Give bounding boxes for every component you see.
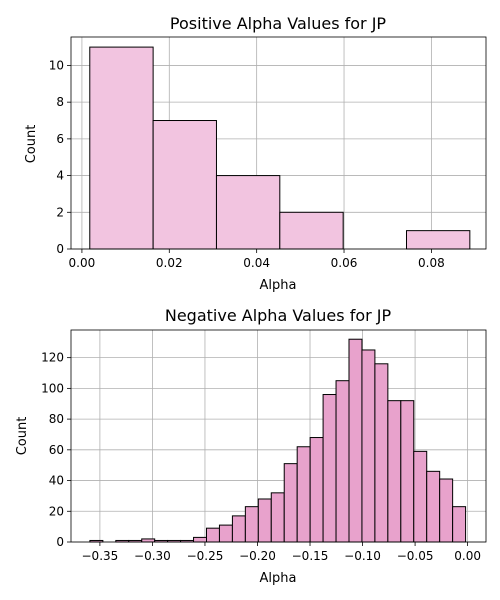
x-tick-label: 0.02 [156, 256, 183, 270]
histogram-bar [374, 363, 389, 543]
chart-title: Negative Alpha Values for JP [165, 306, 392, 325]
histogram-bar [244, 506, 259, 543]
y-tick-label: 10 [49, 58, 64, 72]
histogram-bar [335, 380, 350, 543]
histogram-bar [89, 46, 154, 250]
y-tick-label: 120 [41, 351, 64, 365]
x-tick-label: 0.04 [243, 256, 270, 270]
plot-frame [70, 329, 487, 543]
y-tick-label: 20 [49, 504, 64, 518]
plot-frame [70, 36, 487, 250]
histogram-bar [283, 463, 298, 543]
y-tick-label: 100 [41, 381, 64, 395]
histogram-bar [405, 230, 471, 250]
histogram-bar [152, 120, 217, 250]
histogram-bar [413, 450, 428, 543]
histogram-bar [387, 400, 402, 543]
x-tick-label: −0.30 [134, 549, 171, 563]
x-tick-label: −0.15 [292, 549, 329, 563]
x-tick-label: −0.35 [82, 549, 119, 563]
histogram-bar [279, 211, 344, 250]
histogram-bar [400, 400, 415, 543]
negative-alpha-histogram: Negative Alpha Values for JP −0.35 −0.30 −… [15, 306, 487, 586]
histogram-bar [452, 506, 467, 543]
x-tick-label: 0.08 [418, 256, 445, 270]
x-tick-label: −0.05 [397, 549, 434, 563]
histogram-bar [215, 175, 281, 250]
histogram-bar [309, 437, 324, 543]
histogram-bar [257, 498, 272, 543]
x-axis-label: Alpha [260, 571, 297, 586]
x-tick-label: −0.10 [344, 549, 381, 563]
histogram-bar [348, 338, 363, 543]
histogram-bar [141, 538, 156, 543]
x-tick-label: 0.00 [454, 549, 481, 563]
histogram-bar [218, 524, 233, 543]
histogram-bar [439, 478, 454, 543]
chart-title: Positive Alpha Values for JP [170, 14, 387, 33]
x-tick-label: −0.25 [187, 549, 224, 563]
histogram-bar [322, 394, 337, 543]
histogram-bar [231, 515, 246, 543]
y-tick-label: 8 [56, 95, 64, 109]
histogram-bar [206, 527, 220, 543]
histogram-bar [193, 536, 208, 543]
y-tick-label: 0 [56, 242, 64, 256]
positive-alpha-histogram: Positive Alpha Values for JP 0.00 0.02 0.0… [24, 14, 487, 293]
y-tick-label: 0 [56, 535, 64, 549]
x-tick-label: 0.00 [69, 256, 96, 270]
y-axis-label: Count [24, 125, 39, 164]
y-axis-label: Count [15, 417, 30, 456]
y-tick-label: 80 [49, 412, 64, 426]
histogram-bar [296, 446, 311, 543]
y-tick-label: 4 [56, 169, 64, 183]
histogram-bar [270, 492, 285, 543]
x-axis-label: Alpha [260, 278, 297, 293]
y-tick-label: 60 [49, 443, 64, 457]
y-tick-label: 40 [49, 474, 64, 488]
y-tick-label: 6 [56, 132, 64, 146]
y-tick-label: 2 [56, 205, 64, 219]
x-tick-label: −0.20 [239, 549, 276, 563]
histogram-bar [361, 349, 376, 543]
histogram-bar [426, 470, 441, 543]
x-tick-label: 0.06 [331, 256, 358, 270]
